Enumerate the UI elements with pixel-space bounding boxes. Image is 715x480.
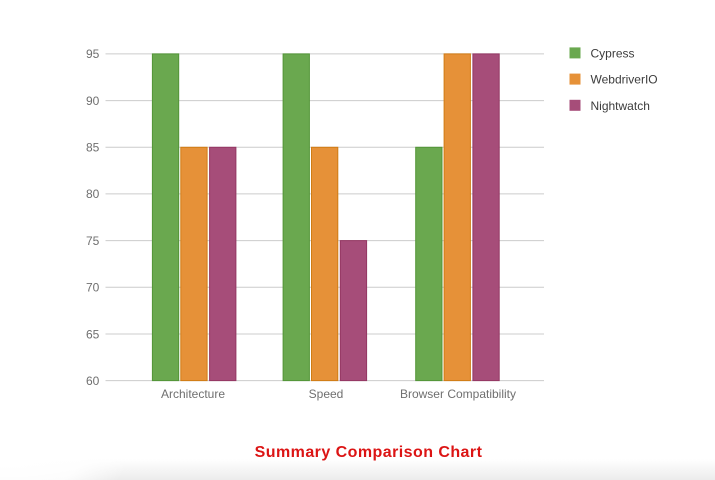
svg-text:65: 65 bbox=[86, 327, 100, 341]
svg-text:60: 60 bbox=[86, 374, 100, 388]
svg-text:Speed: Speed bbox=[309, 387, 344, 401]
svg-text:80: 80 bbox=[86, 187, 100, 201]
svg-text:Architecture: Architecture bbox=[161, 387, 225, 401]
svg-text:70: 70 bbox=[86, 281, 100, 295]
svg-text:95: 95 bbox=[86, 47, 100, 61]
svg-text:Cypress: Cypress bbox=[591, 46, 635, 60]
svg-text:WebdriverIO: WebdriverIO bbox=[591, 73, 658, 87]
svg-text:Browser Compatibility: Browser Compatibility bbox=[400, 387, 516, 401]
svg-text:85: 85 bbox=[86, 141, 100, 155]
svg-text:75: 75 bbox=[86, 234, 100, 248]
svg-text:Nightwatch: Nightwatch bbox=[591, 99, 650, 113]
svg-text:90: 90 bbox=[86, 94, 100, 108]
